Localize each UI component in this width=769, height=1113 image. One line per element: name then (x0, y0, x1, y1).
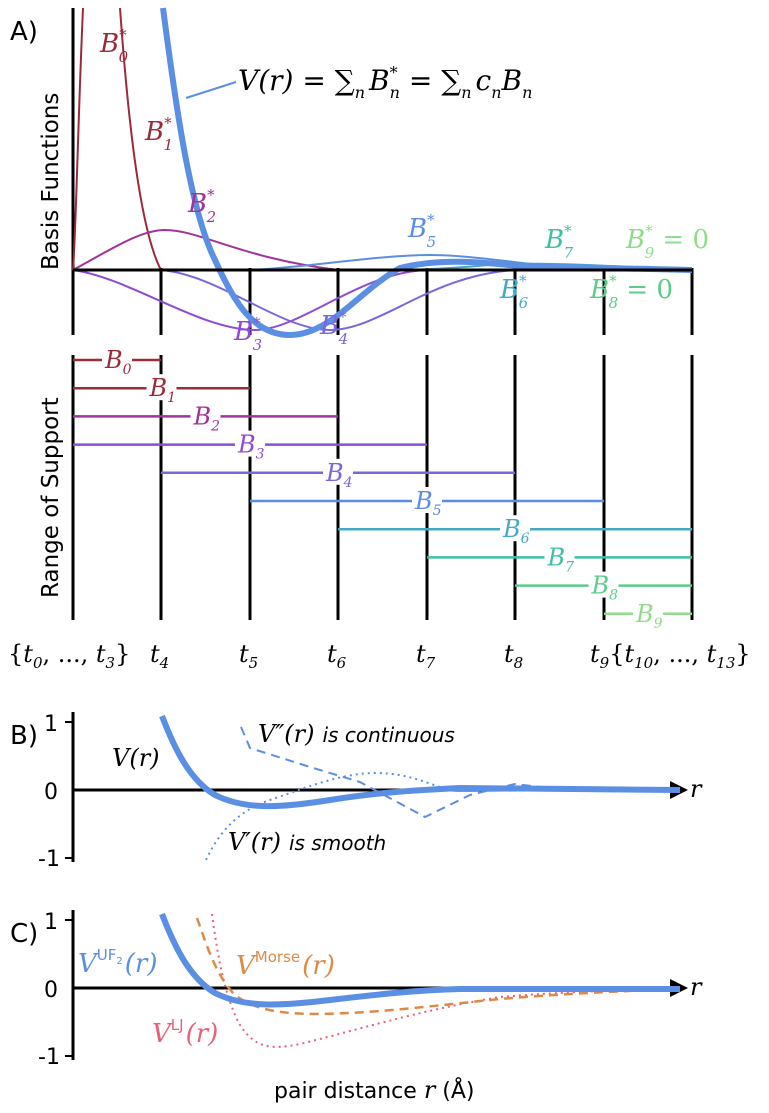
support-label-bg-b0 (102, 346, 132, 372)
knot-label-t8: t8 (504, 640, 523, 672)
panel-c-uf2-curve (159, 912, 680, 1008)
panel-c-morse-label: VMorse(r) (236, 948, 335, 981)
support-label-b5: B5 (414, 487, 442, 519)
knot-label-t9-t13: t9{t10, ..., t13} (590, 640, 751, 672)
panel-b-second-derivative-curve (240, 726, 681, 819)
panel-b: B) 1 0 -1 r V(r) V″(r) is continuous V′(r… (10, 712, 703, 872)
basis-label-b1-star: B* 1 (144, 114, 173, 154)
panel-b-first-derivative-label: V′(r) is smooth (228, 828, 386, 856)
basis-label-b2-star: B* 2 (187, 186, 216, 226)
basis-label-b7-star: B* 7 (544, 222, 574, 262)
knot-label-t6: t6 (327, 640, 347, 672)
eq-b-star: * (390, 63, 398, 82)
panel-c-lj-label: VLJ(r) (152, 1016, 218, 1049)
basis-label-b8-star: B* 8 = 0 (589, 272, 673, 312)
eq-sum2-sub: n (461, 83, 471, 102)
panel-b-tick-label-1: 1 (44, 712, 58, 737)
panel-b-tick-label-neg1: -1 (38, 847, 60, 872)
support-label-b3: B3 (237, 431, 265, 463)
basis-label-b6-star: B* 6 (499, 272, 529, 312)
panel-c-uf2-label: VUF2(r) (78, 946, 157, 979)
panel-c-x-label: pair distance r (Å) (274, 1076, 475, 1104)
support-label-bg-b2 (190, 402, 221, 429)
knot-label-t7: t7 (416, 640, 436, 672)
eq-sum2: ∑ (441, 64, 461, 97)
support-label-bg-b7 (544, 543, 575, 570)
eq-lhs: V(r) = (238, 64, 335, 97)
eq-sum1: ∑ (335, 64, 355, 97)
basis-curve-b2 (72, 228, 339, 271)
support-label-b0: B0 (104, 346, 132, 378)
support-label-bg-b6 (500, 515, 530, 542)
panel-b-tick-label-0: 0 (44, 780, 58, 805)
support-label-b2: B2 (193, 402, 221, 434)
basis-label-b0-star: B* 0 (99, 26, 129, 66)
panel-c-tick-label-0: 0 (44, 978, 58, 1003)
knot-labels: {t0, ..., t3} t4 t5 t6 t7 t8 t9{t10, ...… (8, 640, 751, 672)
panel-c-letter: C) (10, 919, 38, 949)
support-label-bg-b9 (633, 599, 663, 626)
potential-sum-equation: V(r) = ∑n B* n = ∑n cnBn (238, 63, 532, 102)
eq-b: B (368, 64, 390, 97)
support-bars: B0 B1 B2 B3 B4 B5 B6 B7 B8 B9 (73, 346, 692, 632)
eq-sum1-sub: n (355, 83, 365, 102)
support-label-bg-b5 (412, 487, 442, 513)
y-label-range-of-support: Range of Support (38, 397, 64, 598)
panel-b-v-label: V(r) (112, 744, 160, 772)
panel-a: A) Basis Functions Range of Support (8, 7, 751, 672)
support-label-bg-b1 (146, 374, 177, 401)
eq-B: B (501, 64, 523, 97)
panel-c: C) 1 0 -1 r VUF2(r) VMorse(r) VLJ(r) pai… (10, 910, 703, 1104)
panel-b-second-derivative-label: V″(r) is continuous (258, 720, 455, 748)
support-label-b9: B9 (635, 600, 663, 632)
panel-c-axis-r: r (690, 973, 703, 1001)
eq-c: c (476, 64, 492, 97)
eq-equals: = (400, 64, 441, 97)
support-label-b1: B1 (149, 374, 177, 406)
support-label-b8: B8 (591, 572, 619, 604)
support-label-b4: B4 (325, 459, 353, 491)
equation-callout-line (185, 81, 237, 99)
support-label-bg-b8 (588, 571, 619, 598)
support-label-b7: B7 (547, 543, 575, 575)
knot-label-t5: t5 (239, 640, 258, 672)
knot-label-t0-t3: {t0, ..., t3} (8, 640, 130, 672)
eq-c-sub: n (491, 83, 501, 102)
basis-labels: B* 0 B* 1 B* 2 B* 3 B* 4 B* 5 B* 6 B* 7 B* 8 = 0 B* 9 = 0 (99, 26, 709, 354)
potential-curve (160, 7, 693, 339)
panel-b-axis-r: r (690, 775, 703, 803)
eq-B-sub: n (522, 83, 532, 102)
basis-label-b3-star: B* 3 (233, 314, 262, 354)
panel-b-letter: B) (10, 721, 38, 751)
support-label-bg-b4 (323, 458, 353, 485)
panel-a-letter: A) (10, 17, 38, 47)
panel-c-morse-curve (195, 917, 681, 1016)
basis-label-b4-star: B* 4 (319, 308, 348, 348)
knot-label-t4: t4 (150, 640, 169, 672)
y-label-basis-functions: Basis Functions (38, 93, 64, 270)
panel-c-lj-curve (211, 913, 681, 1048)
basis-label-b9-star: B* 9 = 0 (625, 222, 709, 262)
basis-label-b5-star: B* 5 (407, 211, 436, 251)
basis-curve-b3 (72, 269, 428, 332)
basis-curve-b0 (72, 7, 84, 271)
basis-curve-b1 (119, 7, 162, 271)
basis-curve-b4 (160, 269, 516, 332)
panel-c-tick-label-neg1: -1 (38, 1045, 60, 1070)
eq-b-sub: n (390, 83, 400, 102)
support-label-bg-b3 (235, 430, 265, 457)
panel-b-potential-curve (159, 714, 681, 810)
panel-c-tick-label-1: 1 (44, 910, 58, 935)
support-label-b6: B6 (502, 515, 530, 547)
